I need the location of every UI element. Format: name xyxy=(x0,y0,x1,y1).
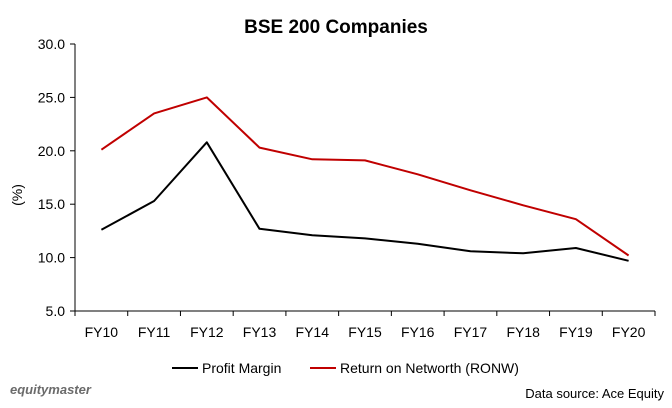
x-tick-label: FY12 xyxy=(190,324,224,340)
x-tick-label: FY13 xyxy=(243,324,277,340)
y-tick-label: 30.0 xyxy=(38,36,65,52)
legend: Profit Margin Return on Networth (RONW) xyxy=(172,360,519,376)
x-tick-label: FY18 xyxy=(506,324,540,340)
series-lines xyxy=(100,96,630,262)
legend-label-0: Profit Margin xyxy=(202,360,281,376)
x-tick-label: FY10 xyxy=(85,324,119,340)
y-tick-labels: 5.0 10.0 15.0 20.0 25.0 30.0 xyxy=(38,36,75,319)
y-tick-label: 15.0 xyxy=(38,196,65,212)
y-axis-label: (%) xyxy=(9,184,25,206)
legend-label-1: Return on Networth (RONW) xyxy=(340,360,519,376)
y-tick-label: 25.0 xyxy=(38,89,65,105)
data-source-note: Data source: Ace Equity xyxy=(525,386,664,401)
equitymaster-logo: equitymaster xyxy=(10,382,92,397)
y-tick-label: 10.0 xyxy=(38,250,65,266)
y-tick-label: 20.0 xyxy=(38,143,65,159)
x-tick-label: FY16 xyxy=(401,324,435,340)
chart-title: BSE 200 Companies xyxy=(244,17,428,38)
x-tick-label: FY15 xyxy=(348,324,382,340)
x-tick-label: FY17 xyxy=(454,324,488,340)
x-tick-label: FY14 xyxy=(296,324,330,340)
series-line-0 xyxy=(100,141,629,262)
axes xyxy=(74,44,655,312)
x-tick-label: FY19 xyxy=(559,324,593,340)
x-tick-label: FY11 xyxy=(138,324,171,340)
series-line-1 xyxy=(100,96,630,257)
x-tick-label: FY20 xyxy=(612,324,646,340)
y-tick-label: 5.0 xyxy=(46,303,66,319)
x-tick-labels: FY10 FY11 FY12 FY13 FY14 FY15 FY16 FY17 FY18 FY19… xyxy=(74,311,656,340)
